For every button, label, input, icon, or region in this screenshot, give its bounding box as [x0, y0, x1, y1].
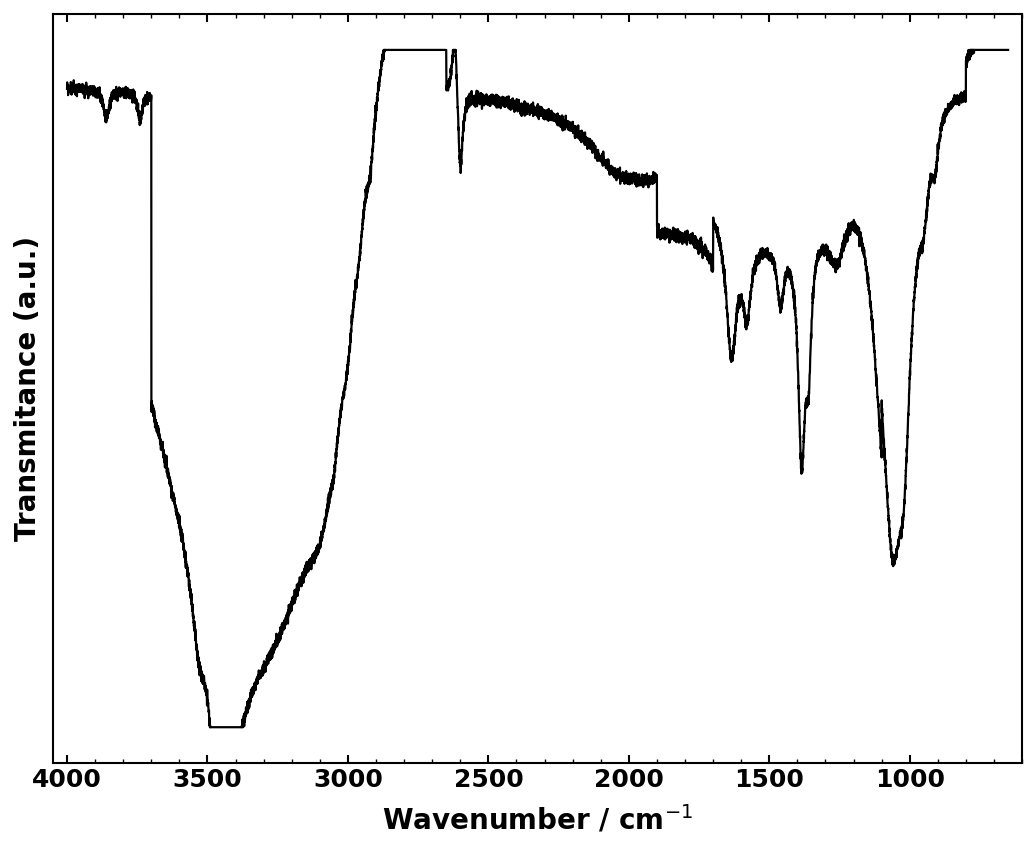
Y-axis label: Transmitance (a.u.): Transmitance (a.u.)	[13, 236, 41, 541]
X-axis label: Wavenumber / cm$^{-1}$: Wavenumber / cm$^{-1}$	[382, 803, 693, 835]
